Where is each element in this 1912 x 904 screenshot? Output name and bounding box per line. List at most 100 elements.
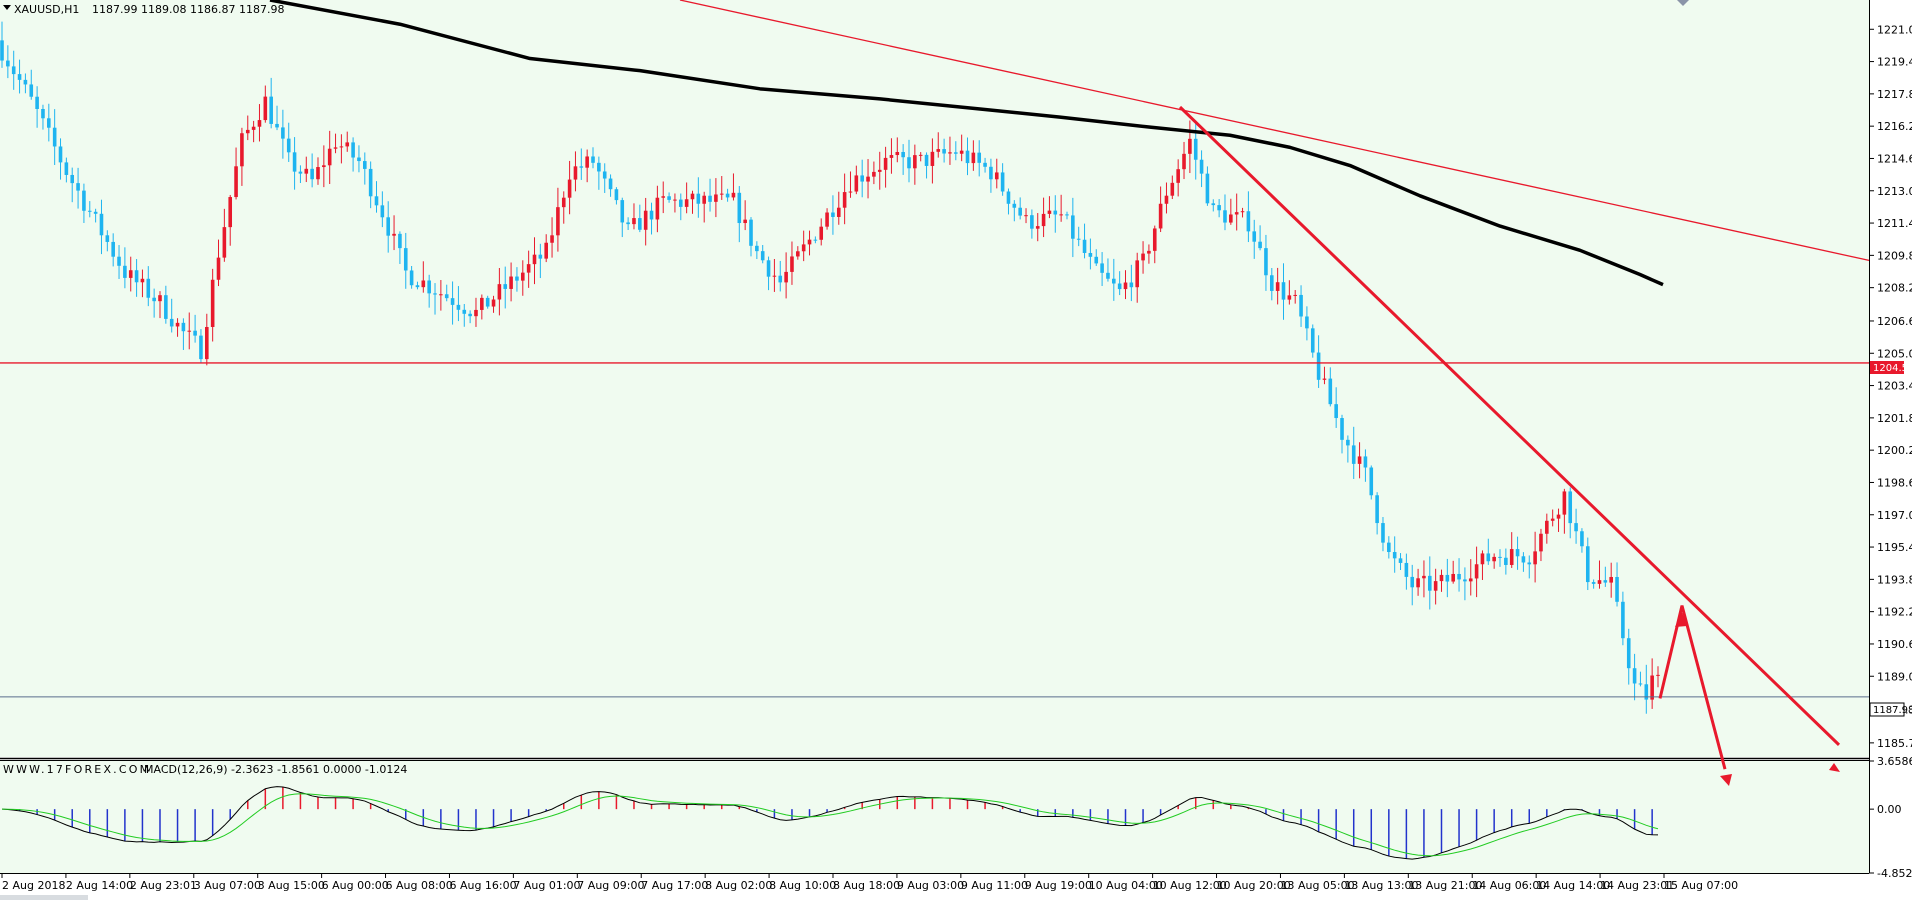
candle-body[interactable]: [41, 108, 45, 119]
candle-body[interactable]: [655, 197, 660, 220]
candle-body[interactable]: [491, 299, 496, 307]
candle-body[interactable]: [1047, 210, 1052, 214]
candle-body[interactable]: [76, 183, 80, 191]
candle-body[interactable]: [1012, 203, 1017, 208]
candle-body[interactable]: [1217, 205, 1221, 211]
candle-body[interactable]: [591, 156, 595, 163]
candle-body[interactable]: [199, 335, 203, 360]
candle-body[interactable]: [649, 210, 654, 220]
candle-body[interactable]: [520, 272, 525, 281]
candle-body[interactable]: [1509, 549, 1514, 565]
candle-body[interactable]: [403, 248, 408, 271]
candle-body[interactable]: [1129, 282, 1134, 288]
candle-body[interactable]: [678, 199, 683, 207]
candle-body[interactable]: [959, 150, 964, 154]
candle-body[interactable]: [836, 207, 841, 217]
candle-body[interactable]: [714, 194, 718, 202]
candle-body[interactable]: [1117, 283, 1122, 290]
candle-body[interactable]: [778, 275, 783, 283]
candle-body[interactable]: [269, 96, 273, 124]
candle-body[interactable]: [158, 295, 162, 302]
candle-body[interactable]: [719, 193, 724, 195]
candle-body[interactable]: [1322, 378, 1327, 380]
candle-body[interactable]: [6, 60, 10, 67]
candle-body[interactable]: [895, 151, 900, 156]
candle-body[interactable]: [1392, 552, 1397, 559]
candle-body[interactable]: [105, 235, 110, 242]
candle-body[interactable]: [842, 192, 847, 208]
candle-body[interactable]: [608, 178, 613, 190]
candle-body[interactable]: [64, 162, 69, 175]
candle-body[interactable]: [304, 168, 309, 174]
candle-body[interactable]: [1205, 173, 1210, 204]
candle-body[interactable]: [1375, 495, 1379, 524]
candle-body[interactable]: [790, 256, 794, 272]
candle-body[interactable]: [117, 256, 121, 266]
candle-body[interactable]: [58, 146, 63, 163]
candle-body[interactable]: [889, 155, 894, 158]
candle-body[interactable]: [0, 40, 4, 61]
candle-body[interactable]: [1076, 238, 1081, 240]
candle-body[interactable]: [444, 294, 449, 299]
candle-body[interactable]: [468, 313, 472, 317]
candle-body[interactable]: [766, 260, 771, 277]
candle-body[interactable]: [398, 233, 402, 249]
candle-body[interactable]: [1410, 576, 1415, 588]
candle-body[interactable]: [1527, 562, 1532, 565]
candle-body[interactable]: [807, 239, 812, 245]
candle-body[interactable]: [1638, 683, 1643, 685]
candle-body[interactable]: [1193, 138, 1198, 160]
candle-body[interactable]: [620, 200, 625, 223]
candle-body[interactable]: [1585, 546, 1590, 583]
candle-body[interactable]: [725, 193, 730, 198]
candle-body[interactable]: [1492, 556, 1496, 562]
candle-body[interactable]: [1158, 203, 1163, 229]
candle-body[interactable]: [245, 129, 250, 134]
candle-body[interactable]: [216, 257, 221, 280]
candle-body[interactable]: [1562, 491, 1567, 515]
candle-body[interactable]: [1398, 558, 1403, 563]
candle-body[interactable]: [23, 79, 28, 85]
candle-body[interactable]: [456, 304, 461, 310]
candle-body[interactable]: [1357, 456, 1362, 464]
candle-body[interactable]: [1369, 467, 1374, 496]
candle-body[interactable]: [825, 212, 829, 227]
candle-body[interactable]: [948, 152, 952, 154]
candle-body[interactable]: [1626, 638, 1631, 669]
candle-body[interactable]: [760, 251, 765, 261]
candle-body[interactable]: [819, 226, 824, 240]
candle-body[interactable]: [854, 175, 859, 192]
candle-body[interactable]: [1445, 574, 1450, 582]
candle-body[interactable]: [1533, 551, 1537, 565]
candle-body[interactable]: [1264, 248, 1268, 276]
candle-body[interactable]: [1024, 215, 1028, 217]
candle-body[interactable]: [696, 193, 701, 204]
upper-trendline[interactable]: [679, 0, 1870, 262]
candle-body[interactable]: [1065, 214, 1069, 216]
candle-body[interactable]: [164, 295, 168, 319]
candle-body[interactable]: [310, 168, 314, 180]
candle-body[interactable]: [11, 66, 16, 75]
candle-body[interactable]: [918, 154, 923, 156]
candle-body[interactable]: [1094, 256, 1099, 264]
candle-body[interactable]: [597, 162, 601, 172]
candle-body[interactable]: [140, 278, 145, 283]
candle-body[interactable]: [930, 151, 935, 166]
candle-body[interactable]: [983, 162, 987, 167]
candle-body[interactable]: [913, 155, 917, 169]
candle-body[interactable]: [1515, 549, 1520, 557]
candle-body[interactable]: [111, 241, 115, 257]
candle-body[interactable]: [281, 127, 285, 139]
candle-body[interactable]: [234, 166, 238, 198]
candle-body[interactable]: [1252, 231, 1257, 242]
candle-body[interactable]: [965, 150, 970, 164]
candle-body[interactable]: [515, 276, 519, 281]
candle-body[interactable]: [831, 212, 835, 217]
candle-body[interactable]: [907, 157, 911, 169]
candle-body[interactable]: [374, 196, 379, 206]
candle-body[interactable]: [673, 199, 677, 201]
candle-body[interactable]: [427, 280, 431, 294]
candle-body[interactable]: [175, 322, 180, 327]
candle-body[interactable]: [1310, 328, 1315, 353]
